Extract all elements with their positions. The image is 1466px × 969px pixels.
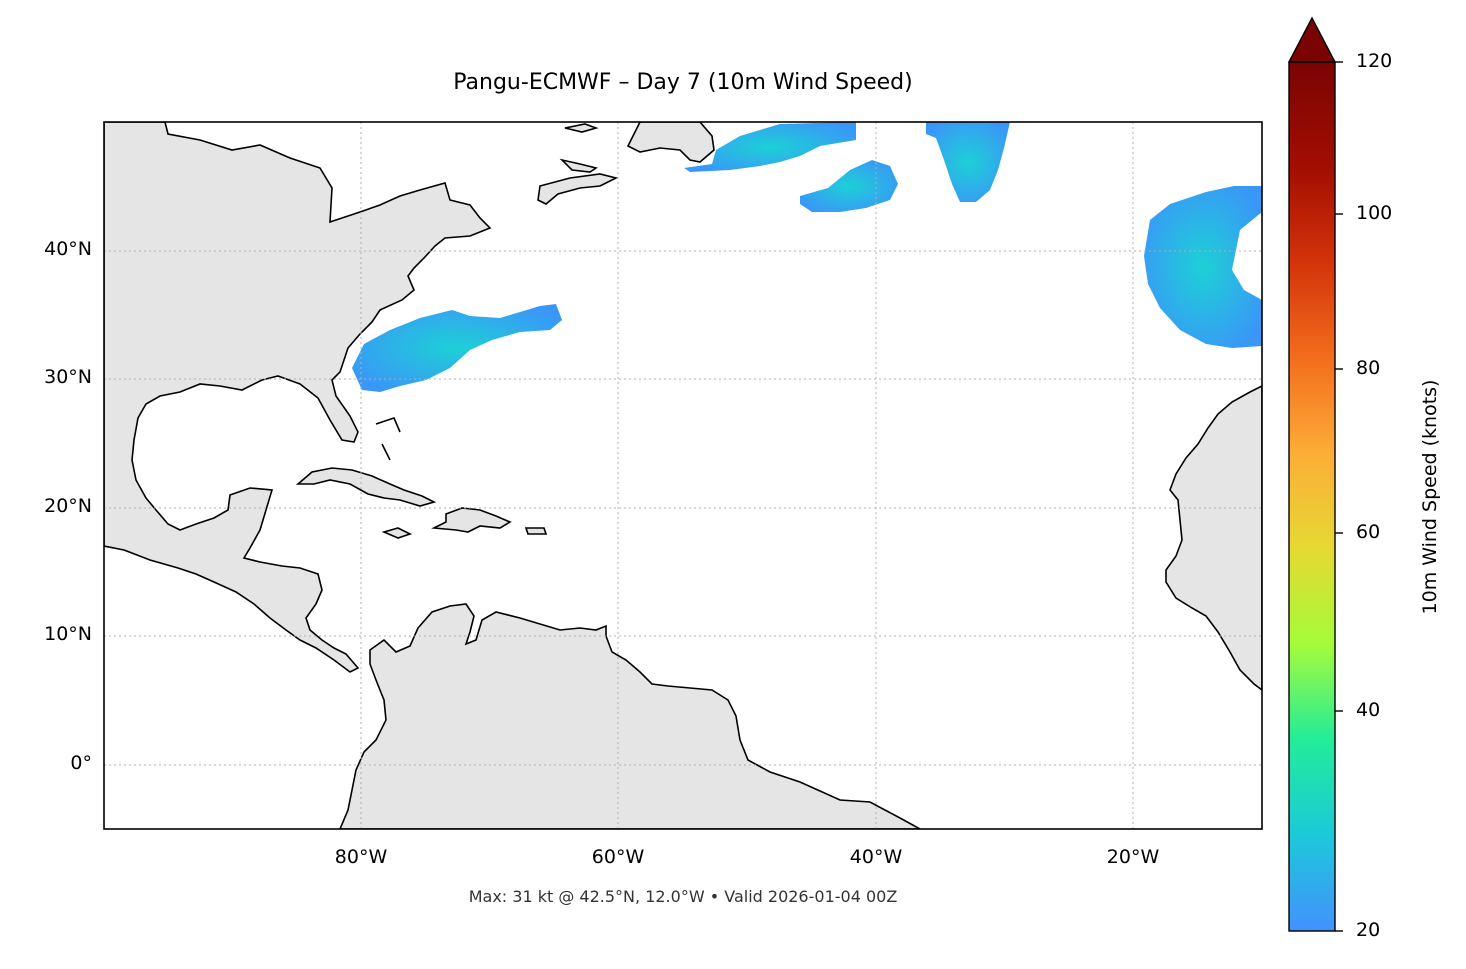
land-anticosti bbox=[564, 123, 599, 133]
wind-patch-us-east bbox=[352, 304, 562, 392]
colorbar-title: 10m Wind Speed (knots) bbox=[1419, 379, 1441, 615]
land-north-america bbox=[104, 122, 492, 673]
colorbar-tick-label: 120 bbox=[1356, 50, 1393, 72]
land-newfoundland bbox=[626, 122, 715, 163]
lon-tick-label: 80°W bbox=[334, 846, 388, 868]
colorbar-tick-label: 40 bbox=[1356, 699, 1381, 721]
colorbar bbox=[1288, 61, 1336, 932]
lat-tick-label: 20°N bbox=[44, 495, 92, 517]
wind-patch-east-inner-cut bbox=[1232, 212, 1262, 300]
map-title: Pangu-ECMWF – Day 7 (10m Wind Speed) bbox=[453, 70, 913, 95]
land-bahamas bbox=[375, 417, 401, 461]
colorbar-tick-label: 100 bbox=[1356, 202, 1393, 224]
lat-tick-label: 40°N bbox=[44, 238, 92, 260]
land-jamaica bbox=[381, 527, 413, 539]
lat-tick-label: 10°N bbox=[44, 623, 92, 645]
land-pei bbox=[559, 158, 598, 173]
land-nova-scotia bbox=[537, 173, 619, 205]
colorbar-tick-label: 60 bbox=[1356, 521, 1381, 543]
lon-tick-label: 40°W bbox=[849, 846, 903, 868]
wind-patch-east bbox=[1144, 186, 1262, 348]
land-puerto-rico bbox=[524, 527, 548, 535]
map-frame bbox=[103, 121, 1263, 830]
lat-tick-label: 0° bbox=[70, 752, 92, 774]
lat-tick-label: 30°N bbox=[44, 366, 92, 388]
land-africa bbox=[1165, 385, 1262, 691]
colorbar-extend-arrow bbox=[1287, 16, 1337, 63]
land-hispaniola bbox=[431, 507, 512, 533]
colorbar-ticks bbox=[1335, 61, 1343, 932]
lon-tick-label: 20°W bbox=[1106, 846, 1160, 868]
footnote: Max: 31 kt @ 42.5°N, 12.0°W • Valid 2026… bbox=[468, 887, 898, 906]
lon-tick-label: 60°W bbox=[591, 846, 645, 868]
land-cuba bbox=[295, 467, 437, 507]
land-south-america bbox=[339, 603, 921, 829]
colorbar-tick-label: 20 bbox=[1356, 919, 1381, 941]
gridlines bbox=[104, 122, 1262, 829]
wind-patch-north-1 bbox=[684, 122, 856, 172]
wind-patch-north-2 bbox=[800, 160, 898, 212]
colorbar-tick-label: 80 bbox=[1356, 357, 1381, 379]
wind-patch-north-3 bbox=[926, 122, 1010, 202]
